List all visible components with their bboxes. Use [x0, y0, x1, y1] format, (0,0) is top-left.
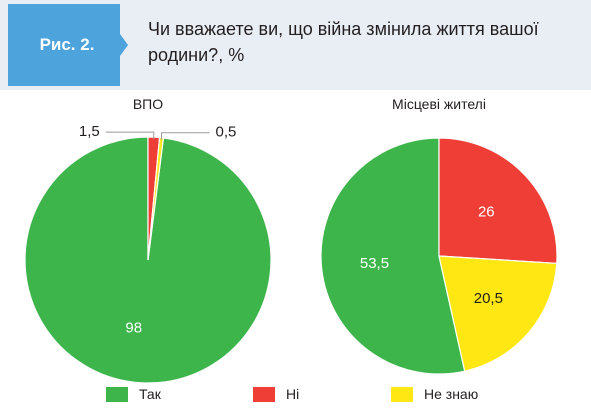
- legend-item: Ні: [253, 386, 299, 402]
- badge-shape: [8, 4, 128, 86]
- legend-item: Так: [106, 386, 161, 402]
- figure-header: Рис. 2. Чи вважаете ви, що війна змінила…: [0, 0, 591, 90]
- data-label-Ні: 26: [478, 204, 495, 221]
- pie-slice-Ні: [438, 137, 558, 265]
- data-label-Не знаю: 0,5: [215, 124, 236, 141]
- legend-swatch: [391, 386, 413, 402]
- legend-label: Не знаю: [424, 386, 479, 402]
- pie-title: Місцеві жителі: [392, 96, 486, 112]
- pie-slice-Не знаю: [438, 255, 558, 372]
- leader-line-Ні: [105, 131, 155, 140]
- legend-swatch: [106, 386, 128, 402]
- data-label-Ні: 1,5: [79, 123, 100, 140]
- data-label-Не знаю: 20,5: [474, 290, 503, 307]
- figure-label: Рис. 2.: [39, 35, 95, 54]
- leader-line-Не знаю: [160, 132, 210, 140]
- pie-chart-2: Місцеві жителі 53,5 26 20,5: [320, 96, 558, 375]
- legend-swatch: [253, 386, 275, 402]
- legend-item: Не знаю: [391, 386, 478, 402]
- pie-chart-1: ВПО 98 1,5 0,5: [24, 96, 272, 384]
- data-label-Так: 53,5: [360, 255, 389, 272]
- legend-label: Так: [139, 386, 161, 402]
- legend: Так Ні Не знаю: [0, 386, 591, 408]
- figure-badge: Рис. 2.: [8, 4, 128, 86]
- pie-slice-Так: [320, 137, 466, 375]
- data-label-Так: 98: [125, 320, 142, 337]
- pie-title: ВПО: [133, 96, 163, 112]
- legend-label: Ні: [286, 386, 300, 402]
- pie-charts: ВПО 98 1,5 0,5 Місцеві жителі 53,5 26 20,5: [24, 96, 558, 384]
- figure-question: Чи вважаете ви, що війна змінила життя в…: [148, 19, 539, 65]
